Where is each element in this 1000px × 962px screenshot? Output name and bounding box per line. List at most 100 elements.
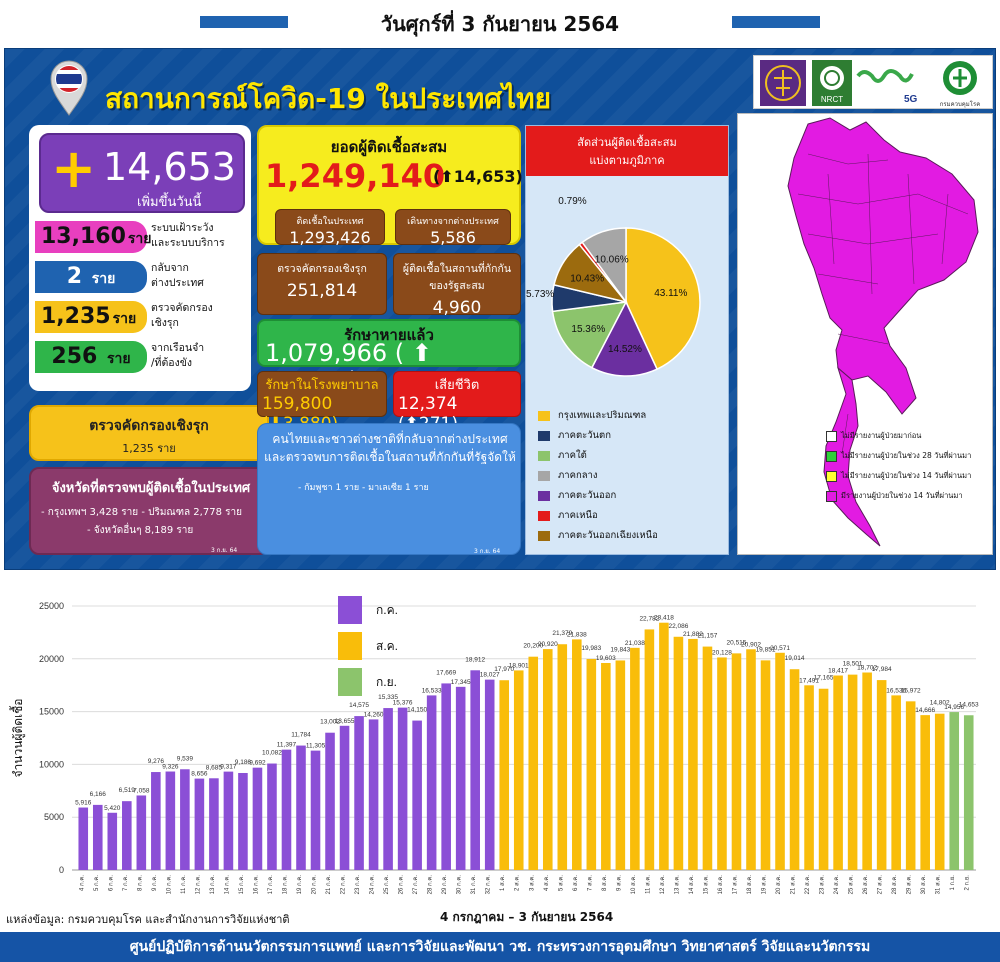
- bar-value-label: 17,165: [814, 675, 834, 682]
- chart-legend-label: ก.ค.: [376, 603, 398, 617]
- new-cases-label: เพิ่มขึ้นวันนี้: [137, 195, 202, 210]
- recovered-box: รักษาหายแล้ว 1,079,966 ( ⬆ 18,262): [257, 319, 521, 395]
- map-legend-label: ไม่มีรายงานผู้ป่วยในช่วง 28 วันที่ผ่านมา: [841, 451, 972, 460]
- x-tick-label: 27 ส.ค.: [877, 875, 884, 895]
- x-tick-label: 15 ก.ค.: [239, 875, 245, 895]
- chart-bar: [746, 649, 756, 870]
- map-legend-item: ไม่มีรายงานผู้ป่วยมาก่อน: [826, 430, 921, 442]
- y-tick-label: 15000: [39, 707, 64, 717]
- quarantine-cum-value: 4,960: [432, 298, 482, 318]
- chart-bar: [325, 732, 335, 870]
- pie-legend-item: ภาคกลาง: [538, 468, 598, 486]
- quarantine-cum-label: ผู้ติดเชื้อในสถานที่กักกันของรัฐสะสม: [402, 263, 512, 292]
- thailand-map-panel: ไม่มีรายงานผู้ป่วยมาก่อนไม่มีรายงานผู้ป่…: [737, 113, 993, 555]
- chart-legend-label: ก.ย.: [376, 675, 397, 689]
- chart-bar: [136, 795, 147, 870]
- prison-value: 256 ราย: [35, 341, 147, 373]
- x-tick-label: 21 ก.ค.: [326, 875, 332, 895]
- pie-title-2: แบ่งตามภูมิภาค: [589, 154, 665, 167]
- chart-bar: [484, 679, 495, 870]
- disease-control-logo-icon: กรมควบคุมโรค: [940, 61, 980, 108]
- chart-bar: [557, 644, 568, 870]
- abroad-value: 2 ราย: [35, 261, 147, 293]
- active-screening-desc: ตรวจคัดกรอง เชิงรุก: [151, 302, 213, 329]
- x-tick-label: 28 ส.ค.: [891, 875, 898, 895]
- x-tick-label: 30 ก.ค.: [457, 875, 463, 895]
- hospital-title: รักษาในโรงพยาบาล: [265, 378, 379, 393]
- pie-slice-label: 10.06%: [595, 254, 629, 265]
- bar-value-label: 18,901: [509, 662, 529, 669]
- abroad-cum-label: เดินทางจากต่างประเทศ: [407, 217, 499, 227]
- data-source: แหล่งข้อมูล: กรมควบคุมโรค และสำนักงานการ…: [6, 913, 290, 926]
- bar-value-label: 9,317: [220, 764, 237, 771]
- bar-value-label: 19,603: [596, 655, 616, 662]
- x-tick-label: 28 ก.ค.: [428, 875, 434, 895]
- chart-bar: [426, 695, 437, 870]
- province-date: 3 ก.ย. 64: [211, 547, 238, 554]
- bar-value-label: 17,669: [436, 669, 456, 676]
- x-tick-label: 6 ก.ค.: [108, 875, 114, 891]
- svg-text:กรมควบคุมโรค: กรมควบคุมโรค: [940, 100, 980, 108]
- active-screening-value: 1,235 ราย: [35, 301, 147, 333]
- bar-value-label: 16,533: [422, 687, 442, 694]
- abroad-cum-value: 5,586: [430, 228, 476, 247]
- thailand-flag-pin-icon: [50, 60, 88, 116]
- chart-bar: [920, 715, 930, 870]
- prison-row: 256 ราย จากเรือนจำ/ที่ต้องขัง: [35, 341, 245, 373]
- page-title: สถานการณ์โควิด-19 ในประเทศไทย: [105, 82, 552, 115]
- bar-value-label: 16,536: [886, 687, 906, 694]
- pie-slice-label: 0.79%: [558, 196, 586, 207]
- chart-bar: [180, 769, 190, 870]
- bar-value-label: 9,276: [148, 758, 165, 765]
- legend-label: ภาคตะวันออกเฉียงเหนือ: [558, 530, 658, 541]
- returnees-title: คนไทยและชาวต่างชาติที่กลับจากต่างประเทศแ…: [264, 432, 516, 464]
- chart-bar: [223, 771, 234, 870]
- new-cases-value: 14,653: [103, 145, 236, 189]
- chart-bar: [775, 652, 785, 870]
- hospital-box: รักษาในโรงพยาบาล 159,800 (⬇3,880): [257, 371, 387, 434]
- bar-value-label: 11,397: [277, 742, 297, 749]
- map-legend-swatch: [826, 490, 837, 502]
- pie-header: สัดส่วนผู้ติดเชื้อสะสม แบ่งตามภูมิภาค: [526, 126, 728, 176]
- legend-swatch: [538, 510, 550, 521]
- x-tick-label: 16 ก.ค.: [253, 875, 259, 895]
- chart-legend-swatch: [338, 596, 362, 624]
- cumulative-cases-box: ยอดผู้ติดเชื้อสะสม 1,249,140 (⬆14,653) ต…: [257, 125, 523, 247]
- x-tick-label: 26 ก.ค.: [399, 875, 405, 895]
- x-tick-label: 24 ส.ค.: [833, 875, 840, 895]
- chart-bar: [397, 707, 408, 870]
- legend-swatch: [538, 490, 550, 501]
- pie-legend-item: ภาคใต้: [538, 448, 587, 466]
- chart-bar: [891, 695, 901, 870]
- x-tick-label: 23 ก.ค.: [355, 875, 361, 895]
- bar-value-label: 14,653: [959, 701, 979, 708]
- x-tick-label: 22 ก.ค.: [341, 875, 347, 895]
- x-tick-label: 18 ก.ค.: [282, 875, 288, 895]
- abroad-cumulative-box: เดินทางจากต่างประเทศ 5,586: [395, 209, 511, 247]
- pie-slice-label: 5.73%: [526, 289, 554, 300]
- x-tick-label: 7 ส.ค.: [586, 875, 593, 891]
- returnees-box: คนไทยและชาวต่างชาติที่กลับจากต่างประเทศแ…: [257, 423, 521, 555]
- x-tick-label: 32 ก.ค.: [486, 875, 492, 895]
- bar-value-label: 20,902: [741, 641, 761, 648]
- bar-value-label: 19,843: [610, 646, 630, 653]
- pie-slice-label: 10.43%: [570, 274, 604, 285]
- logo-strip: NRCT 5G กรมควบคุมโรค: [753, 55, 993, 109]
- chart-legend-label: ส.ค.: [376, 639, 398, 653]
- mhesi-logo-icon: [760, 60, 806, 106]
- bar-value-label: 7,058: [133, 787, 150, 794]
- chart-bar: [804, 685, 814, 870]
- x-tick-label: 21 ส.ค.: [790, 875, 797, 895]
- y-tick-label: 10000: [39, 759, 64, 769]
- bar-value-label: 21,157: [698, 633, 718, 640]
- cumulative-increase: (⬆14,653): [433, 167, 523, 186]
- chart-bar: [731, 653, 742, 870]
- x-tick-label: 5 ส.ค.: [557, 875, 564, 891]
- bar-value-label: 18,417: [828, 668, 848, 675]
- bar-value-label: 18,027: [480, 672, 500, 679]
- daily-new-cases-card: + 14,653 เพิ่มขึ้นวันนี้ 13,160 ราย ระบบเ…: [29, 125, 251, 391]
- x-tick-label: 8 ส.ค.: [601, 875, 608, 891]
- bar-value-label: 9,186: [235, 759, 252, 766]
- map-legend-item: ไม่มีรายงานผู้ป่วยในช่วง 14 วันที่ผ่านมา: [826, 470, 971, 482]
- x-tick-label: 15 ส.ค.: [702, 875, 709, 895]
